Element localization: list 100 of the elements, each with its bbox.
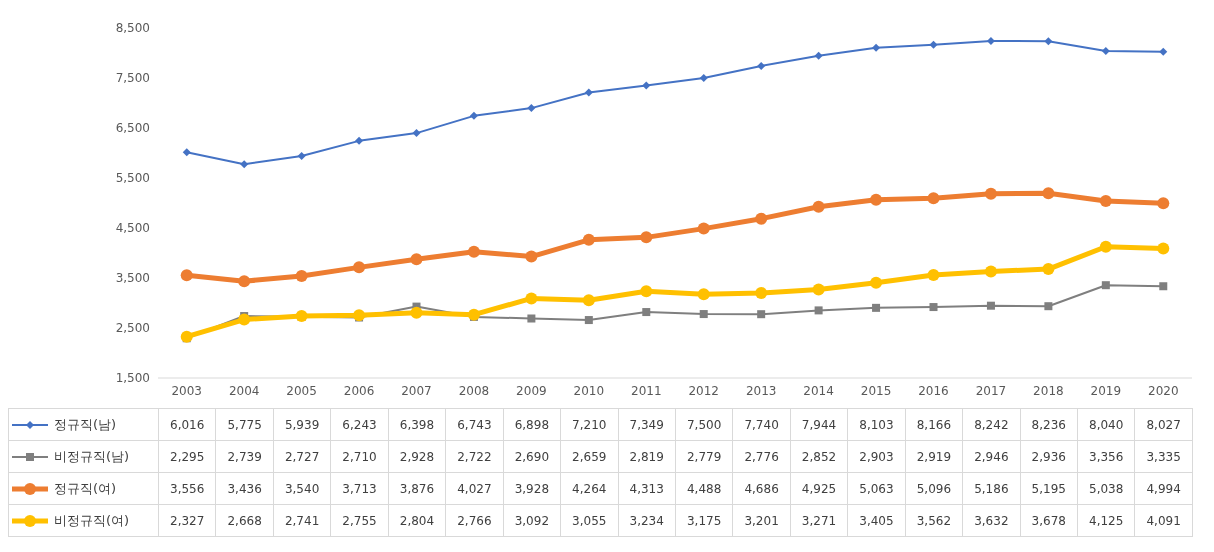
point (814, 306, 823, 315)
point (986, 36, 995, 45)
data-label: 2,741 (273, 504, 331, 537)
point (870, 276, 883, 289)
point (927, 192, 940, 205)
data-label: 2,903 (847, 440, 906, 473)
data-label: 3,540 (273, 472, 331, 505)
point (984, 187, 997, 200)
data-label: 4,686 (732, 472, 791, 505)
data-label: 5,063 (847, 472, 906, 505)
point (984, 265, 997, 278)
y-tick-label: 2,500 (115, 321, 150, 336)
data-label: 5,939 (273, 408, 331, 441)
data-label: 4,925 (790, 472, 848, 505)
data-label: 4,264 (560, 472, 618, 505)
legend-label: 정규직(여) (8, 472, 159, 505)
data-label: 2,739 (215, 440, 274, 473)
point (870, 193, 883, 206)
point (697, 288, 710, 301)
data-label: 3,356 (1077, 440, 1135, 473)
x-tick-label: 2018 (1033, 383, 1064, 398)
point (584, 316, 593, 325)
point (238, 313, 251, 326)
point (1099, 195, 1112, 208)
y-tick-label: 8,500 (115, 21, 150, 36)
point (353, 261, 366, 274)
data-label: 4,091 (1134, 504, 1193, 537)
x-tick-label: 2009 (516, 383, 547, 398)
point (812, 200, 825, 213)
x-tick-label: 2012 (688, 383, 719, 398)
x-tick-label: 2016 (918, 383, 949, 398)
data-label: 5,775 (215, 408, 274, 441)
data-label: 2,668 (215, 504, 274, 537)
data-label: 2,755 (330, 504, 389, 537)
point (355, 136, 364, 145)
point (180, 330, 193, 343)
point (584, 88, 593, 97)
point (642, 81, 651, 90)
point (986, 301, 995, 310)
y-tick-label: 5,500 (115, 171, 150, 186)
data-label: 2,295 (158, 440, 216, 473)
point (412, 129, 421, 138)
data-label: 2,327 (158, 504, 216, 537)
data-label: 2,852 (790, 440, 848, 473)
point (180, 269, 193, 282)
point (240, 160, 249, 169)
legend-label: 비정규직(남) (8, 440, 159, 473)
data-label: 4,313 (618, 472, 676, 505)
data-label: 8,040 (1077, 408, 1135, 441)
point (1044, 37, 1053, 46)
point (872, 303, 881, 312)
point (757, 310, 766, 319)
y-tick-label: 4,500 (115, 221, 150, 236)
x-tick-label: 2004 (228, 383, 260, 398)
data-label: 2,766 (445, 504, 504, 537)
x-tick-label: 2020 (1148, 383, 1179, 398)
data-label: 3,175 (675, 504, 733, 537)
point (755, 212, 768, 225)
point (872, 43, 881, 52)
data-label: 2,804 (388, 504, 446, 537)
data-label: 3,335 (1134, 440, 1193, 473)
point (525, 292, 538, 305)
data-label: 3,713 (330, 472, 389, 505)
data-label: 7,210 (560, 408, 618, 441)
data-label: 3,562 (905, 504, 963, 537)
data-label: 2,919 (905, 440, 963, 473)
data-label: 8,242 (962, 408, 1021, 441)
data-label: 3,928 (503, 472, 561, 505)
y-tick-label: 3,500 (115, 271, 150, 286)
data-label: 5,038 (1077, 472, 1135, 505)
data-label: 5,195 (1020, 472, 1078, 505)
data-label: 6,016 (158, 408, 216, 441)
point (699, 74, 708, 82)
point (525, 250, 538, 263)
point (182, 148, 191, 157)
data-label: 3,055 (560, 504, 618, 537)
point (1044, 302, 1053, 311)
legend-label: 비정규직(여) (8, 504, 159, 537)
point (814, 51, 823, 60)
point (582, 294, 595, 307)
data-label: 8,027 (1134, 408, 1193, 441)
data-label: 3,556 (158, 472, 216, 505)
data-label: 6,898 (503, 408, 561, 441)
point (1042, 187, 1055, 200)
point (1101, 281, 1110, 290)
point (469, 111, 478, 120)
data-label: 2,690 (503, 440, 561, 473)
point (410, 306, 423, 319)
legend-label: 정규직(남) (8, 408, 159, 441)
point (812, 283, 825, 296)
data-label: 3,271 (790, 504, 848, 537)
data-label: 4,488 (675, 472, 733, 505)
point (757, 62, 766, 70)
point (642, 308, 651, 317)
point (527, 314, 536, 323)
data-label: 2,928 (388, 440, 446, 473)
point (697, 222, 710, 235)
x-tick-label: 2010 (573, 383, 605, 398)
data-label: 2,946 (962, 440, 1021, 473)
point (238, 275, 251, 288)
